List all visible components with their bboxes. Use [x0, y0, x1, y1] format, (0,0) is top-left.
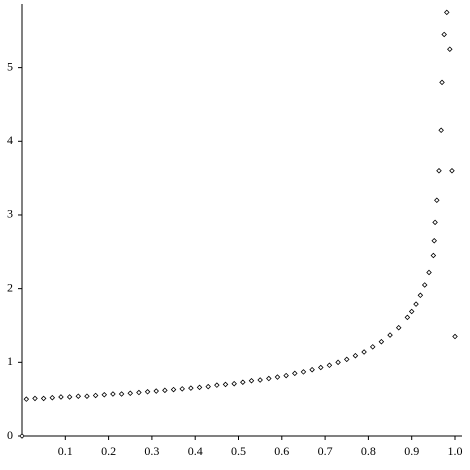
point: [378, 338, 385, 345]
x-tick-label: 0.9: [404, 444, 419, 458]
y-tick-label: 2: [7, 280, 13, 294]
point: [408, 308, 415, 315]
point: [444, 9, 450, 16]
point: [404, 314, 411, 321]
point: [283, 372, 289, 379]
point: [32, 395, 38, 402]
point: [439, 79, 445, 86]
point: [452, 333, 458, 340]
point: [66, 394, 73, 400]
x-tick-label: 0.4: [188, 444, 203, 458]
x-tick-label: 0.2: [101, 444, 116, 458]
point: [248, 377, 255, 384]
point: [118, 391, 125, 397]
point: [432, 219, 438, 226]
point: [40, 395, 47, 402]
point: [436, 168, 442, 174]
point: [92, 392, 99, 399]
point: [421, 282, 428, 288]
point: [179, 386, 185, 392]
x-tick-label: 0.8: [361, 444, 376, 458]
point: [75, 393, 82, 399]
point: [309, 366, 315, 373]
point: [136, 389, 142, 396]
point: [417, 292, 424, 299]
point: [205, 383, 211, 390]
point: [438, 127, 444, 134]
point: [162, 387, 168, 394]
point: [188, 385, 194, 391]
point: [352, 352, 359, 359]
point: [447, 46, 453, 52]
point: [196, 384, 203, 391]
point: [257, 377, 263, 383]
point: [49, 394, 56, 401]
x-tick-label: 0.7: [318, 444, 333, 458]
point: [292, 370, 298, 377]
x-tick-label: 1.0: [448, 444, 463, 458]
point: [441, 31, 447, 38]
point: [431, 237, 437, 244]
point: [144, 389, 151, 395]
x-tick-label: 0.3: [144, 444, 159, 458]
point: [413, 301, 419, 307]
point: [170, 386, 177, 393]
point: [335, 359, 341, 366]
point: [318, 364, 324, 371]
point: [326, 362, 333, 369]
y-tick-label: 3: [7, 207, 13, 221]
point: [19, 433, 25, 439]
point: [449, 168, 455, 174]
point: [266, 375, 272, 382]
point: [231, 380, 237, 387]
x-tick-label: 0.1: [58, 444, 73, 458]
y-tick-label: 5: [7, 59, 13, 73]
point: [58, 394, 64, 400]
point: [361, 349, 367, 355]
point: [395, 324, 402, 331]
point: [387, 332, 393, 338]
point: [300, 369, 307, 375]
point: [222, 381, 229, 388]
y-tick-label: 0: [7, 428, 13, 442]
x-tick-label: 0.6: [274, 444, 289, 458]
y-tick-label: 1: [7, 354, 13, 368]
point: [84, 393, 90, 399]
point: [430, 252, 437, 259]
point: [214, 382, 220, 388]
point: [369, 344, 376, 350]
point: [343, 356, 350, 363]
point: [23, 396, 30, 402]
point: [127, 390, 134, 397]
point: [110, 391, 116, 397]
x-tick-label: 0.5: [231, 444, 246, 458]
point: [426, 269, 432, 276]
point: [434, 197, 440, 204]
point: [153, 388, 159, 394]
point: [274, 374, 281, 380]
point: [240, 379, 246, 385]
y-tick-label: 4: [7, 133, 13, 147]
point: [101, 391, 108, 398]
